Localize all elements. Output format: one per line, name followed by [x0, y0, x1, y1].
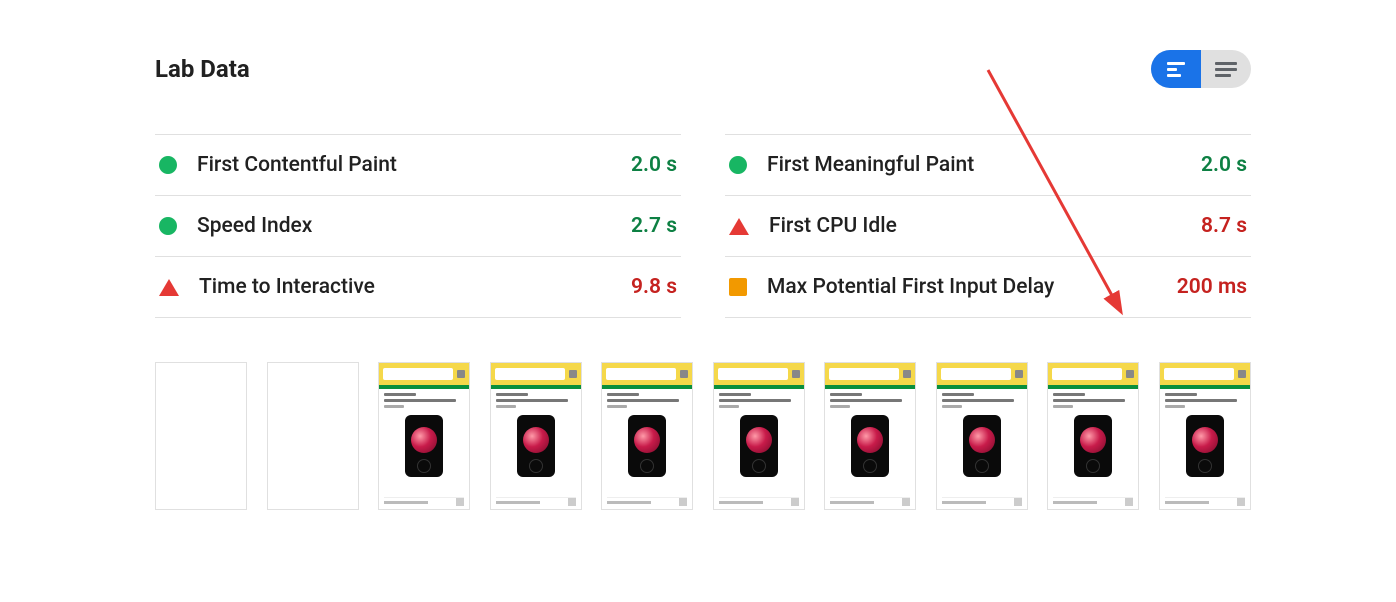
frame-topbar — [379, 363, 469, 385]
metric-value: 2.0 s — [1201, 153, 1247, 177]
frame-product-image — [740, 415, 778, 477]
frame-topbar — [825, 363, 915, 385]
frame-product-image — [1074, 415, 1112, 477]
frame-topbar — [1160, 363, 1250, 385]
metrics-grid: First Contentful Paint2.0 sSpeed Index2.… — [155, 134, 1251, 318]
metric-label: First Meaningful Paint — [767, 153, 1201, 177]
pass-circle-icon — [159, 217, 177, 235]
filmstrip-frame[interactable] — [378, 362, 470, 510]
frame-product-image — [628, 415, 666, 477]
frame-footer — [1053, 497, 1133, 505]
compact-view-button[interactable] — [1151, 50, 1201, 88]
frame-topbar — [602, 363, 692, 385]
metric-label: First CPU Idle — [769, 214, 1201, 238]
frame-product-image — [851, 415, 889, 477]
filmstrip — [155, 362, 1251, 510]
frame-footer — [830, 497, 910, 505]
frame-topbar — [1048, 363, 1138, 385]
expanded-view-button[interactable] — [1201, 50, 1251, 88]
filmstrip-frame[interactable] — [713, 362, 805, 510]
metric-value: 2.7 s — [631, 214, 677, 238]
filmstrip-frame[interactable] — [1047, 362, 1139, 510]
metric-value: 200 ms — [1177, 275, 1247, 299]
frame-product-image — [963, 415, 1001, 477]
metric-row[interactable]: Time to Interactive9.8 s — [155, 256, 681, 318]
metric-row[interactable]: First CPU Idle8.7 s — [725, 195, 1251, 256]
metric-label: Time to Interactive — [199, 275, 631, 299]
metric-row[interactable]: First Contentful Paint2.0 s — [155, 134, 681, 195]
metric-label: Max Potential First Input Delay — [767, 275, 1177, 299]
filmstrip-frame[interactable] — [936, 362, 1028, 510]
frame-topbar — [714, 363, 804, 385]
expanded-view-icon — [1215, 62, 1237, 77]
frame-text — [825, 389, 915, 413]
frame-topbar — [937, 363, 1027, 385]
filmstrip-frame[interactable] — [601, 362, 693, 510]
frame-text — [491, 389, 581, 413]
frame-text — [714, 389, 804, 413]
filmstrip-frame[interactable] — [1159, 362, 1251, 510]
frame-footer — [496, 497, 576, 505]
filmstrip-frame[interactable] — [155, 362, 247, 510]
section-title: Lab Data — [155, 55, 250, 83]
metric-row[interactable]: First Meaningful Paint2.0 s — [725, 134, 1251, 195]
pass-circle-icon — [729, 156, 747, 174]
metric-row[interactable]: Max Potential First Input Delay200 ms — [725, 256, 1251, 318]
frame-text — [379, 389, 469, 413]
fail-triangle-icon — [159, 279, 179, 296]
frame-product-image — [405, 415, 443, 477]
filmstrip-frame[interactable] — [267, 362, 359, 510]
lab-data-header: Lab Data — [155, 50, 1251, 88]
filmstrip-frame[interactable] — [490, 362, 582, 510]
fail-triangle-icon — [729, 218, 749, 235]
frame-footer — [719, 497, 799, 505]
metric-value: 2.0 s — [631, 153, 677, 177]
frame-product-image — [1186, 415, 1224, 477]
view-toggle — [1151, 50, 1251, 88]
metric-label: First Contentful Paint — [197, 153, 631, 177]
metric-row[interactable]: Speed Index2.7 s — [155, 195, 681, 256]
filmstrip-frame[interactable] — [824, 362, 916, 510]
warn-square-icon — [729, 278, 747, 296]
frame-footer — [607, 497, 687, 505]
compact-view-icon — [1167, 62, 1185, 77]
frame-footer — [942, 497, 1022, 505]
frame-text — [1048, 389, 1138, 413]
frame-text — [1160, 389, 1250, 413]
frame-product-image — [517, 415, 555, 477]
metric-value: 8.7 s — [1201, 214, 1247, 238]
frame-text — [937, 389, 1027, 413]
frame-footer — [1165, 497, 1245, 505]
pass-circle-icon — [159, 156, 177, 174]
frame-text — [602, 389, 692, 413]
frame-footer — [384, 497, 464, 505]
metric-label: Speed Index — [197, 214, 631, 238]
frame-topbar — [491, 363, 581, 385]
metric-value: 9.8 s — [631, 275, 677, 299]
